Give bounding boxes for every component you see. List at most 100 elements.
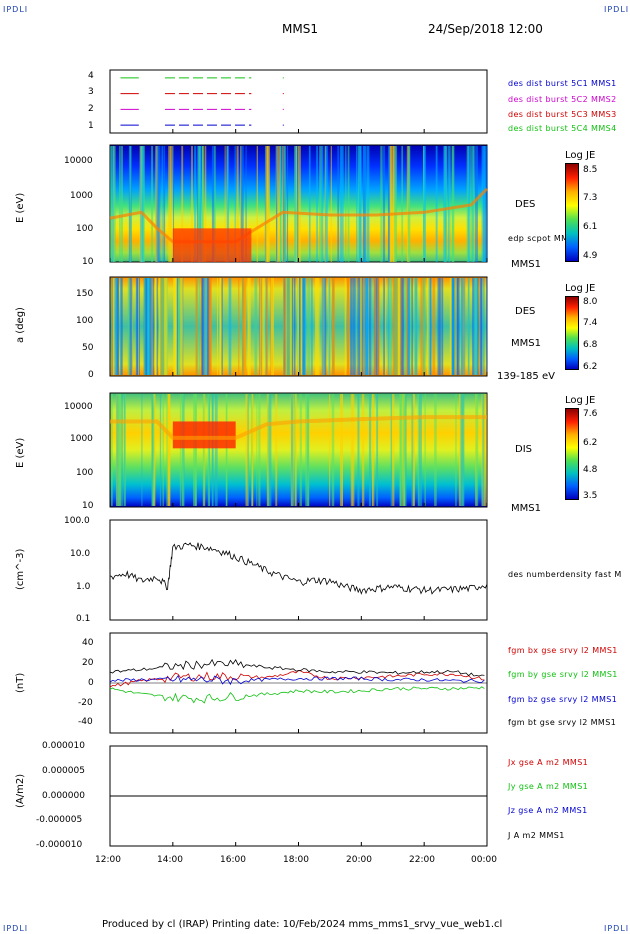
spectrogram-streak [265, 146, 268, 262]
dis-energy-label: DIS [515, 444, 532, 455]
spectrogram-streak [341, 394, 343, 506]
x-tick: 14:00 [157, 855, 183, 865]
colorbar-tick: 7.4 [583, 318, 598, 328]
spectrogram-streak [388, 146, 391, 262]
spectrogram-streak [294, 394, 296, 506]
burst-legend-item: des dist burst 5C2 MMS2 [508, 95, 617, 104]
spectrogram-streak [410, 278, 413, 375]
spectrogram-streak [449, 278, 452, 375]
spectrogram-streak [119, 146, 121, 262]
spectrogram-streak [112, 278, 115, 375]
spectrogram-streak [345, 146, 347, 262]
spectrogram-streak [195, 278, 198, 375]
x-tick: 18:00 [283, 855, 309, 865]
spectrogram-streak [339, 394, 343, 506]
density-ytick: 0.1 [76, 614, 91, 624]
spectrogram-streak [473, 278, 475, 375]
spectrogram-streak [283, 278, 287, 375]
spectrogram-streak [407, 146, 411, 262]
spectrogram-streak [424, 394, 426, 506]
spectrogram-streak [407, 278, 410, 375]
spectrogram-streak [149, 278, 152, 375]
spectrogram-streak [234, 146, 236, 262]
colorbar-tick: 4.8 [583, 465, 598, 475]
des-energy-ytick: 100 [76, 224, 94, 234]
current-ytick: -0.000010 [36, 840, 83, 850]
spectrogram-streak [475, 394, 479, 506]
spectrogram-streak [441, 278, 444, 375]
spectrogram-streak [170, 146, 173, 262]
spectrogram-streak [247, 278, 249, 375]
spectrogram-streak [461, 278, 463, 375]
spectrogram-streak [319, 146, 322, 262]
spectrogram-streak [290, 394, 294, 506]
spectrogram-streak [316, 278, 320, 375]
spectrogram-streak [482, 394, 485, 506]
spectrogram-streak [390, 146, 393, 262]
spectrogram-streak [357, 278, 360, 375]
des-energy-ytick: 10 [82, 257, 94, 267]
spectrogram-streak [286, 278, 290, 375]
spectrogram-streak [374, 278, 377, 375]
des-pitch-ytick: 150 [76, 289, 94, 299]
spectrogram-streak [372, 278, 374, 375]
spectrogram-streak [164, 278, 166, 375]
spectrogram-streak [298, 146, 301, 262]
density-ytick: 1.0 [76, 582, 91, 592]
spectrogram-streak [321, 278, 324, 375]
spectrogram-streak [152, 278, 155, 375]
spectrogram-streak [293, 278, 296, 375]
current-legend-item: Jy gse A m2 MMS1 [508, 782, 589, 791]
bfield-series-line [109, 686, 485, 704]
current-ytick: 0.000010 [42, 741, 85, 751]
spectrogram-streak [267, 394, 269, 506]
spectrogram-streak [202, 146, 204, 262]
spectrogram-streak [452, 146, 455, 262]
des-pitch-colorbar [565, 296, 579, 370]
colorbar-title: Log JE [565, 395, 596, 406]
bfield-ytick: -40 [78, 717, 93, 727]
spectrogram-streak [157, 146, 161, 262]
spectrogram-streak [168, 146, 171, 262]
spectrogram-streak [136, 278, 139, 375]
spectrogram-streak [275, 146, 278, 262]
des-energy-ytick: 10000 [64, 156, 93, 166]
dis-peak-energy-trace [110, 415, 487, 440]
spectrogram-streak [383, 278, 385, 375]
spectrogram-streak [181, 146, 184, 262]
bfield-legend-item: fgm bt gse srvy l2 MMS1 [508, 718, 617, 727]
spectrogram-streak [201, 146, 203, 262]
density-series-line [109, 542, 488, 595]
dis-energy-ytick: 10 [82, 501, 94, 511]
spectrogram-streak [173, 146, 175, 262]
corner-label-bottom-right: IPDLI [604, 924, 630, 933]
dis-hot-band [172, 421, 236, 449]
spectrogram-streak [162, 394, 164, 506]
x-tick: 22:00 [409, 855, 435, 865]
spectrogram-streak [294, 146, 296, 262]
spectrogram-streak [377, 278, 380, 375]
spectrogram-streak [361, 394, 365, 506]
spectrogram-streak [444, 146, 447, 262]
spectrogram-streak [394, 146, 398, 262]
des-pitch-label: DES [515, 306, 536, 317]
spectrogram-streak [226, 394, 228, 506]
spectrogram-streak [307, 394, 310, 506]
spectrogram-streak [455, 278, 457, 375]
spectrogram-streak [355, 278, 357, 375]
spectrogram-streak [159, 394, 162, 506]
spectrogram-streak [302, 278, 306, 375]
colorbar-tick: 7.6 [583, 409, 598, 419]
spectrogram-streak [328, 394, 331, 506]
spectrogram-streak [323, 278, 325, 375]
colorbar-tick: 6.2 [583, 438, 598, 448]
des-energy-ytick: 1000 [70, 191, 93, 201]
spectrogram-streak [479, 278, 482, 375]
spectrogram-streak [310, 278, 313, 375]
spectrogram-streak [302, 278, 304, 375]
spectrogram-streak [366, 278, 369, 375]
spectrogram-streak [362, 146, 366, 262]
spectrogram-streak [241, 278, 245, 375]
spectrogram-streak [401, 146, 404, 262]
